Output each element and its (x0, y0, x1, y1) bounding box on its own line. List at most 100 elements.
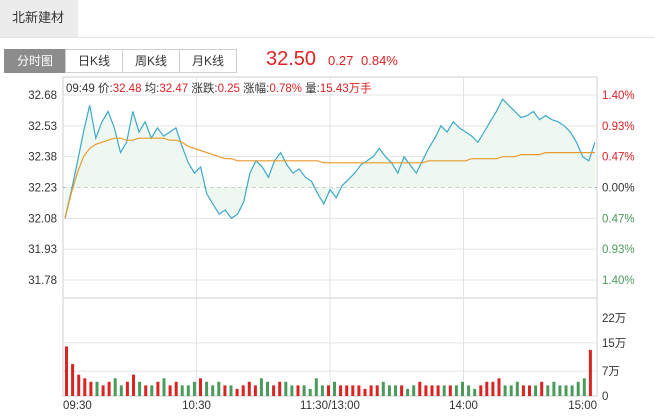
info-time: 09:49 (66, 83, 95, 95)
volume-bar (418, 381, 422, 396)
chart-tabs: 分时图 日K线 周K线 月K线 (4, 49, 238, 73)
volume-bar (558, 385, 562, 396)
info-pct: 0.78% (269, 83, 302, 95)
volume-tick-label: 7万 (602, 366, 620, 378)
volume-bar (448, 385, 452, 396)
info-volume-label: 量: (305, 83, 320, 95)
info-avg-label: 均: (144, 83, 160, 95)
volume-bar (540, 381, 544, 396)
volume-bar (314, 378, 318, 396)
volume-bar (381, 381, 385, 396)
volume-bar (217, 381, 221, 396)
volume-bar (241, 385, 245, 396)
volume-bar (95, 381, 99, 396)
info-pct-label: 涨幅: (243, 83, 270, 95)
volume-bar (442, 385, 446, 396)
volume-bar (89, 381, 93, 396)
volume-bar (180, 385, 184, 396)
volume-bar (576, 381, 580, 396)
x-tick-label: 15:00 (568, 400, 597, 412)
volume-bar (296, 385, 300, 396)
avg-price-line (64, 137, 595, 219)
price-change: 0.27 (328, 53, 354, 68)
tab-monthly-k[interactable]: 月K线 (179, 49, 238, 73)
volume-bar (351, 385, 355, 396)
volume-bar (144, 385, 148, 396)
y-tick-label: 32.23 (28, 183, 57, 195)
tab-weekly-k[interactable]: 周K线 (122, 49, 181, 73)
x-tick-label: 09:30 (63, 400, 92, 412)
volume-tick-label: 15万 (602, 338, 626, 350)
volume-bar (132, 374, 135, 396)
price-line (64, 98, 596, 220)
volume-bar (436, 385, 440, 396)
volume-bar (485, 381, 489, 396)
tab-intraday[interactable]: 分时图 (4, 49, 67, 73)
volume-bar (253, 385, 257, 396)
volume-bar (375, 385, 379, 396)
volume-bar (186, 385, 190, 396)
volume-bar (156, 381, 160, 396)
volume-bar (345, 385, 349, 396)
tab-daily-k[interactable]: 日K线 (65, 49, 124, 73)
volume-bar (412, 385, 416, 396)
volume-bar (534, 385, 538, 396)
volume-bar (552, 381, 556, 396)
volume-bar (503, 385, 507, 396)
volume-bar (290, 385, 294, 396)
volume-bar (564, 385, 568, 396)
volume-bar (101, 385, 105, 396)
volume-bar (570, 385, 574, 396)
volume-bar (521, 385, 525, 396)
volume-bar (125, 381, 129, 396)
volume-bar (430, 385, 434, 396)
info-change-label: 涨跌: (191, 83, 218, 95)
y-tick-label: 32.08 (28, 213, 57, 225)
y-tick-label: 32.68 (28, 90, 57, 102)
volume-bar (546, 385, 550, 396)
volume-bar (65, 346, 68, 396)
pct-tick-label: 0.47% (602, 152, 635, 164)
volume-bar (528, 385, 531, 396)
info-avg: 32.47 (159, 83, 189, 95)
header-divider (0, 37, 655, 38)
volume-bar (138, 381, 142, 396)
volume-bar (339, 385, 343, 396)
volume-bar (509, 385, 513, 396)
pct-tick-label: 0.00% (602, 183, 635, 195)
volume-bar (162, 378, 166, 396)
price-change-percent: 0.84% (361, 53, 398, 68)
volume-bar (247, 381, 251, 396)
pct-tick-label: 0.93% (602, 244, 635, 256)
x-tick-label: 10:30 (182, 400, 211, 412)
y-tick-label: 31.78 (28, 275, 57, 287)
y-tick-label: 32.53 (28, 121, 57, 133)
volume-bar (461, 381, 464, 396)
volume-bar (320, 385, 324, 396)
volume-bar (333, 381, 336, 396)
volume-bar (235, 388, 239, 396)
volume-bar (479, 385, 483, 396)
volume-bar (77, 374, 81, 396)
volume-bar (211, 385, 215, 396)
volume-bar (113, 378, 117, 396)
stock-name-tab[interactable]: 北新建材 (0, 0, 78, 38)
info-volume: 15.43万手 (319, 83, 372, 95)
x-tick-label: 14:00 (449, 400, 478, 412)
current-price: 32.50 (266, 48, 317, 70)
volume-bar (150, 385, 154, 396)
volume-bar (363, 388, 367, 396)
volume-bar (588, 349, 592, 396)
volume-tick-label: 0 (602, 391, 608, 403)
volume-bar (192, 381, 196, 396)
volume-bar (369, 385, 373, 396)
volume-bar (473, 388, 477, 396)
pct-tick-label: 0.93% (602, 121, 635, 133)
volume-bar (406, 388, 410, 396)
volume-bar (229, 385, 233, 396)
info-price: 32.48 (112, 83, 142, 95)
y-tick-label: 31.93 (28, 244, 57, 256)
x-tick-label: 11:30/13:00 (300, 400, 360, 412)
volume-bar (394, 385, 397, 396)
